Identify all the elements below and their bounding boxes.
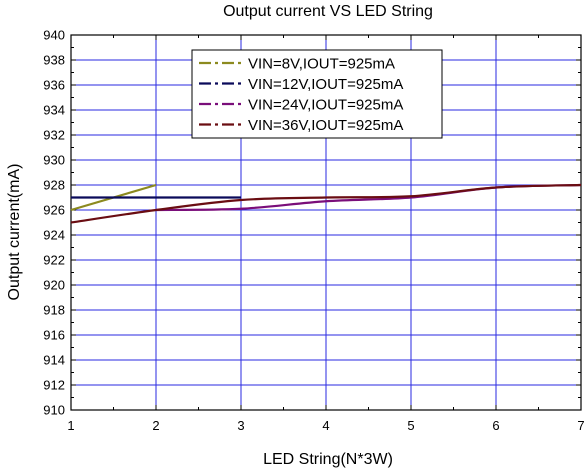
y-tick-label: 932 [43,128,65,143]
y-tick-label: 934 [43,103,65,118]
y-tick-label: 938 [43,53,65,68]
x-tick-label: 4 [322,418,329,433]
y-tick-label: 920 [43,278,65,293]
legend-label-3: VIN=24V,IOUT=925mA [248,97,403,114]
y-tick-label: 928 [43,178,65,193]
x-tick-label: 5 [407,418,414,433]
legend-label-2: VIN=12V,IOUT=925mA [248,76,403,93]
legend-label-4: VIN=36V,IOUT=925mA [248,117,403,134]
y-tick-label: 910 [43,403,65,418]
y-tick-label: 922 [43,253,65,268]
y-tick-label: 918 [43,303,65,318]
y-tick-label: 924 [43,228,65,243]
axes: 910 912 914 916 918 920 922 924 926 928 930 932 934 9… [43,28,584,434]
x-axis-title: LED String(N*3W) [263,451,393,468]
x-tick-label: 7 [577,418,584,433]
y-tick-label: 936 [43,78,65,93]
y-tick-label: 926 [43,203,65,218]
y-axis-title: Output current(mA) [6,164,23,301]
y-tick-label: 940 [43,28,65,43]
y-tick-label: 916 [43,328,65,343]
x-tick-label: 2 [152,418,159,433]
legend: VIN=8V,IOUT=925mA VIN=12V,IOUT=925mA VIN=2… [191,49,443,139]
legend-box [191,49,443,139]
x-tick-label: 1 [67,418,74,433]
y-tick-label: 930 [43,153,65,168]
series-lines [70,183,582,224]
x-tick-label: 3 [237,418,244,433]
legend-label-1: VIN=8V,IOUT=925mA [248,56,395,73]
chart-title: Output current VS LED String [223,3,433,20]
y-tick-label: 912 [43,378,65,393]
x-tick-label: 6 [492,418,499,433]
series-line-4 [70,183,582,224]
y-tick-label: 914 [43,353,65,368]
